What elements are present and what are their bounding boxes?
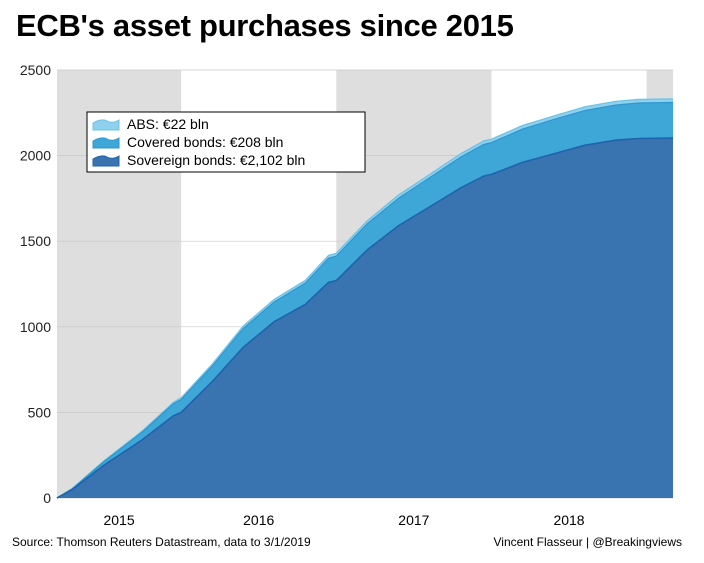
legend-swatch [92,137,120,149]
line-abs-top [56,98,674,499]
x-year-label: 2015 [103,512,134,528]
x-axis-labels: 2015 2016 2017 2018 [103,512,584,528]
legend: ABS: €22 bln Covered bonds: €208 bln Sover… [86,111,366,173]
y-tick-label: 2000 [20,148,51,164]
line-covered-top [56,101,674,499]
chart-title: ECB's asset purchases since 2015 [16,8,514,43]
legend-label: Sovereign bonds: €2,102 bln [127,152,305,168]
stacked-areas [56,98,674,499]
y-tick-label: 0 [43,490,51,506]
x-year-label: 2018 [553,512,584,528]
legend-swatch [92,155,120,167]
x-year-label: 2017 [398,512,429,528]
y-tick-label: 500 [28,404,52,420]
line-sovereign-top [56,137,674,499]
y-tick-label: 1500 [20,233,51,249]
legend-swatch [92,119,120,131]
area-sovereign-bonds [57,138,673,498]
source-note: Source: Thomson Reuters Datastream, data… [12,535,311,549]
legend-box [86,111,366,173]
credit-note: Vincent Flasseur | @Breakingviews [493,535,683,549]
y-tick-label: 2500 [20,62,51,78]
legend-label: Covered bonds: €208 bln [127,134,283,150]
y-tick-label: 1000 [20,319,51,335]
legend-label: ABS: €22 bln [127,116,209,132]
y-axis-ticks: 0 500 1000 1500 2000 2500 [20,62,51,506]
x-year-label: 2016 [243,512,274,528]
